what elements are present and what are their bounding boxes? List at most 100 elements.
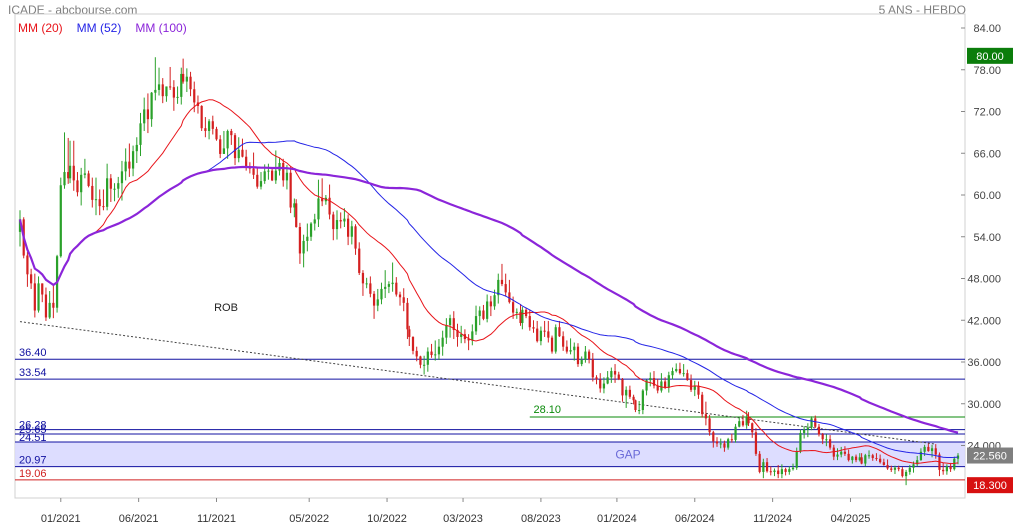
candle-body xyxy=(102,206,105,208)
candle-body xyxy=(858,457,861,461)
candle-body xyxy=(864,455,867,464)
legend-ma52: MM (52) xyxy=(76,21,122,35)
candle-body xyxy=(256,174,259,187)
candle-body xyxy=(843,451,847,454)
y-tick-label: 48.000 xyxy=(967,274,1001,286)
candle-body xyxy=(18,219,22,232)
candle-body xyxy=(558,327,561,337)
candle-body xyxy=(143,109,146,124)
candle-body xyxy=(406,302,409,330)
candle-body xyxy=(860,457,863,464)
candle-body xyxy=(777,470,780,475)
candle-body xyxy=(154,89,157,93)
candle-body xyxy=(851,456,854,461)
candle-body xyxy=(617,374,620,380)
candle-body xyxy=(632,396,635,401)
ma20-line xyxy=(19,99,959,465)
candle-body xyxy=(745,416,748,426)
candle-body xyxy=(94,199,98,201)
y-tick-label: 72.00 xyxy=(973,107,1001,119)
candle-body xyxy=(176,96,179,98)
candle-body xyxy=(511,302,515,313)
candle-body xyxy=(715,441,719,444)
x-tick-label: 01/2024 xyxy=(597,513,637,525)
candle-body xyxy=(847,453,850,461)
candle-body xyxy=(591,359,594,378)
candle-body xyxy=(741,421,745,426)
candle-body xyxy=(460,334,463,337)
candle-body xyxy=(565,346,568,352)
x-tick-label: 06/2021 xyxy=(119,513,159,525)
candle-body xyxy=(37,283,40,311)
candle-body xyxy=(645,380,648,391)
candle-body xyxy=(656,385,659,391)
candle-body xyxy=(708,418,711,433)
candle-body xyxy=(343,218,346,222)
candle-body xyxy=(554,327,557,352)
x-tick-label: 06/2024 xyxy=(675,513,715,525)
candle-body xyxy=(474,316,478,332)
candle-body xyxy=(595,377,598,380)
y-tick-label: 60.00 xyxy=(973,190,1001,202)
candle-body xyxy=(671,371,674,376)
candle-body xyxy=(113,188,116,190)
candle-body xyxy=(298,227,302,254)
candle-body xyxy=(321,198,324,202)
candle-body xyxy=(387,284,391,287)
candle-body xyxy=(930,448,934,452)
candle-body xyxy=(285,172,289,181)
candle-body xyxy=(313,219,316,224)
x-tick-label: 03/2023 xyxy=(443,513,483,525)
candle-body xyxy=(282,162,285,181)
level-label: 26.28 xyxy=(19,420,47,432)
candle-body xyxy=(621,379,624,396)
moving-average-legend: MM (20) MM (52) MM (100) xyxy=(18,21,187,35)
ma100-line xyxy=(18,165,959,434)
legend-ma20: MM (20) xyxy=(18,21,63,35)
candle-body xyxy=(26,255,29,275)
candle-body xyxy=(949,466,952,470)
candle-body xyxy=(120,171,124,184)
candle-body xyxy=(207,121,211,131)
candle-body xyxy=(675,368,678,372)
y-tick-label: 84.00 xyxy=(973,23,1001,35)
candle-body xyxy=(372,293,376,306)
candle-body xyxy=(532,327,535,329)
candle-body xyxy=(241,149,244,157)
candle-body xyxy=(295,203,298,228)
x-tick-label: 04/2025 xyxy=(831,513,871,525)
candle-body xyxy=(599,379,602,389)
candle-body xyxy=(68,165,72,179)
candle-body xyxy=(150,92,153,120)
candle-body xyxy=(780,469,784,475)
candle-body xyxy=(836,454,839,457)
candle-body xyxy=(408,329,411,337)
candle-body xyxy=(252,168,255,175)
candle-body xyxy=(445,325,448,338)
candle-body xyxy=(515,311,518,313)
gap-label: GAP xyxy=(615,447,640,461)
candle-body xyxy=(634,400,637,411)
candle-body xyxy=(182,73,185,82)
candle-body xyxy=(423,364,426,366)
candle-body xyxy=(701,394,704,415)
candle-body xyxy=(358,248,361,273)
candle-body xyxy=(897,467,900,470)
candle-body xyxy=(613,371,617,375)
candle-body xyxy=(135,144,138,152)
candle-body xyxy=(157,84,161,90)
candle-body xyxy=(41,283,44,295)
candle-body xyxy=(799,432,802,452)
candle-body xyxy=(165,86,168,97)
candle-body xyxy=(825,439,828,441)
y-tick-label: 42.000 xyxy=(967,315,1001,327)
candle-body xyxy=(953,458,956,470)
candle-body xyxy=(840,451,843,455)
candle-body xyxy=(52,302,55,308)
candle-body xyxy=(139,123,142,145)
candle-body xyxy=(434,354,437,356)
candle-body xyxy=(215,128,218,140)
x-tick-label: 10/2022 xyxy=(367,513,407,525)
candle-body xyxy=(493,295,496,307)
candle-body xyxy=(942,469,945,472)
